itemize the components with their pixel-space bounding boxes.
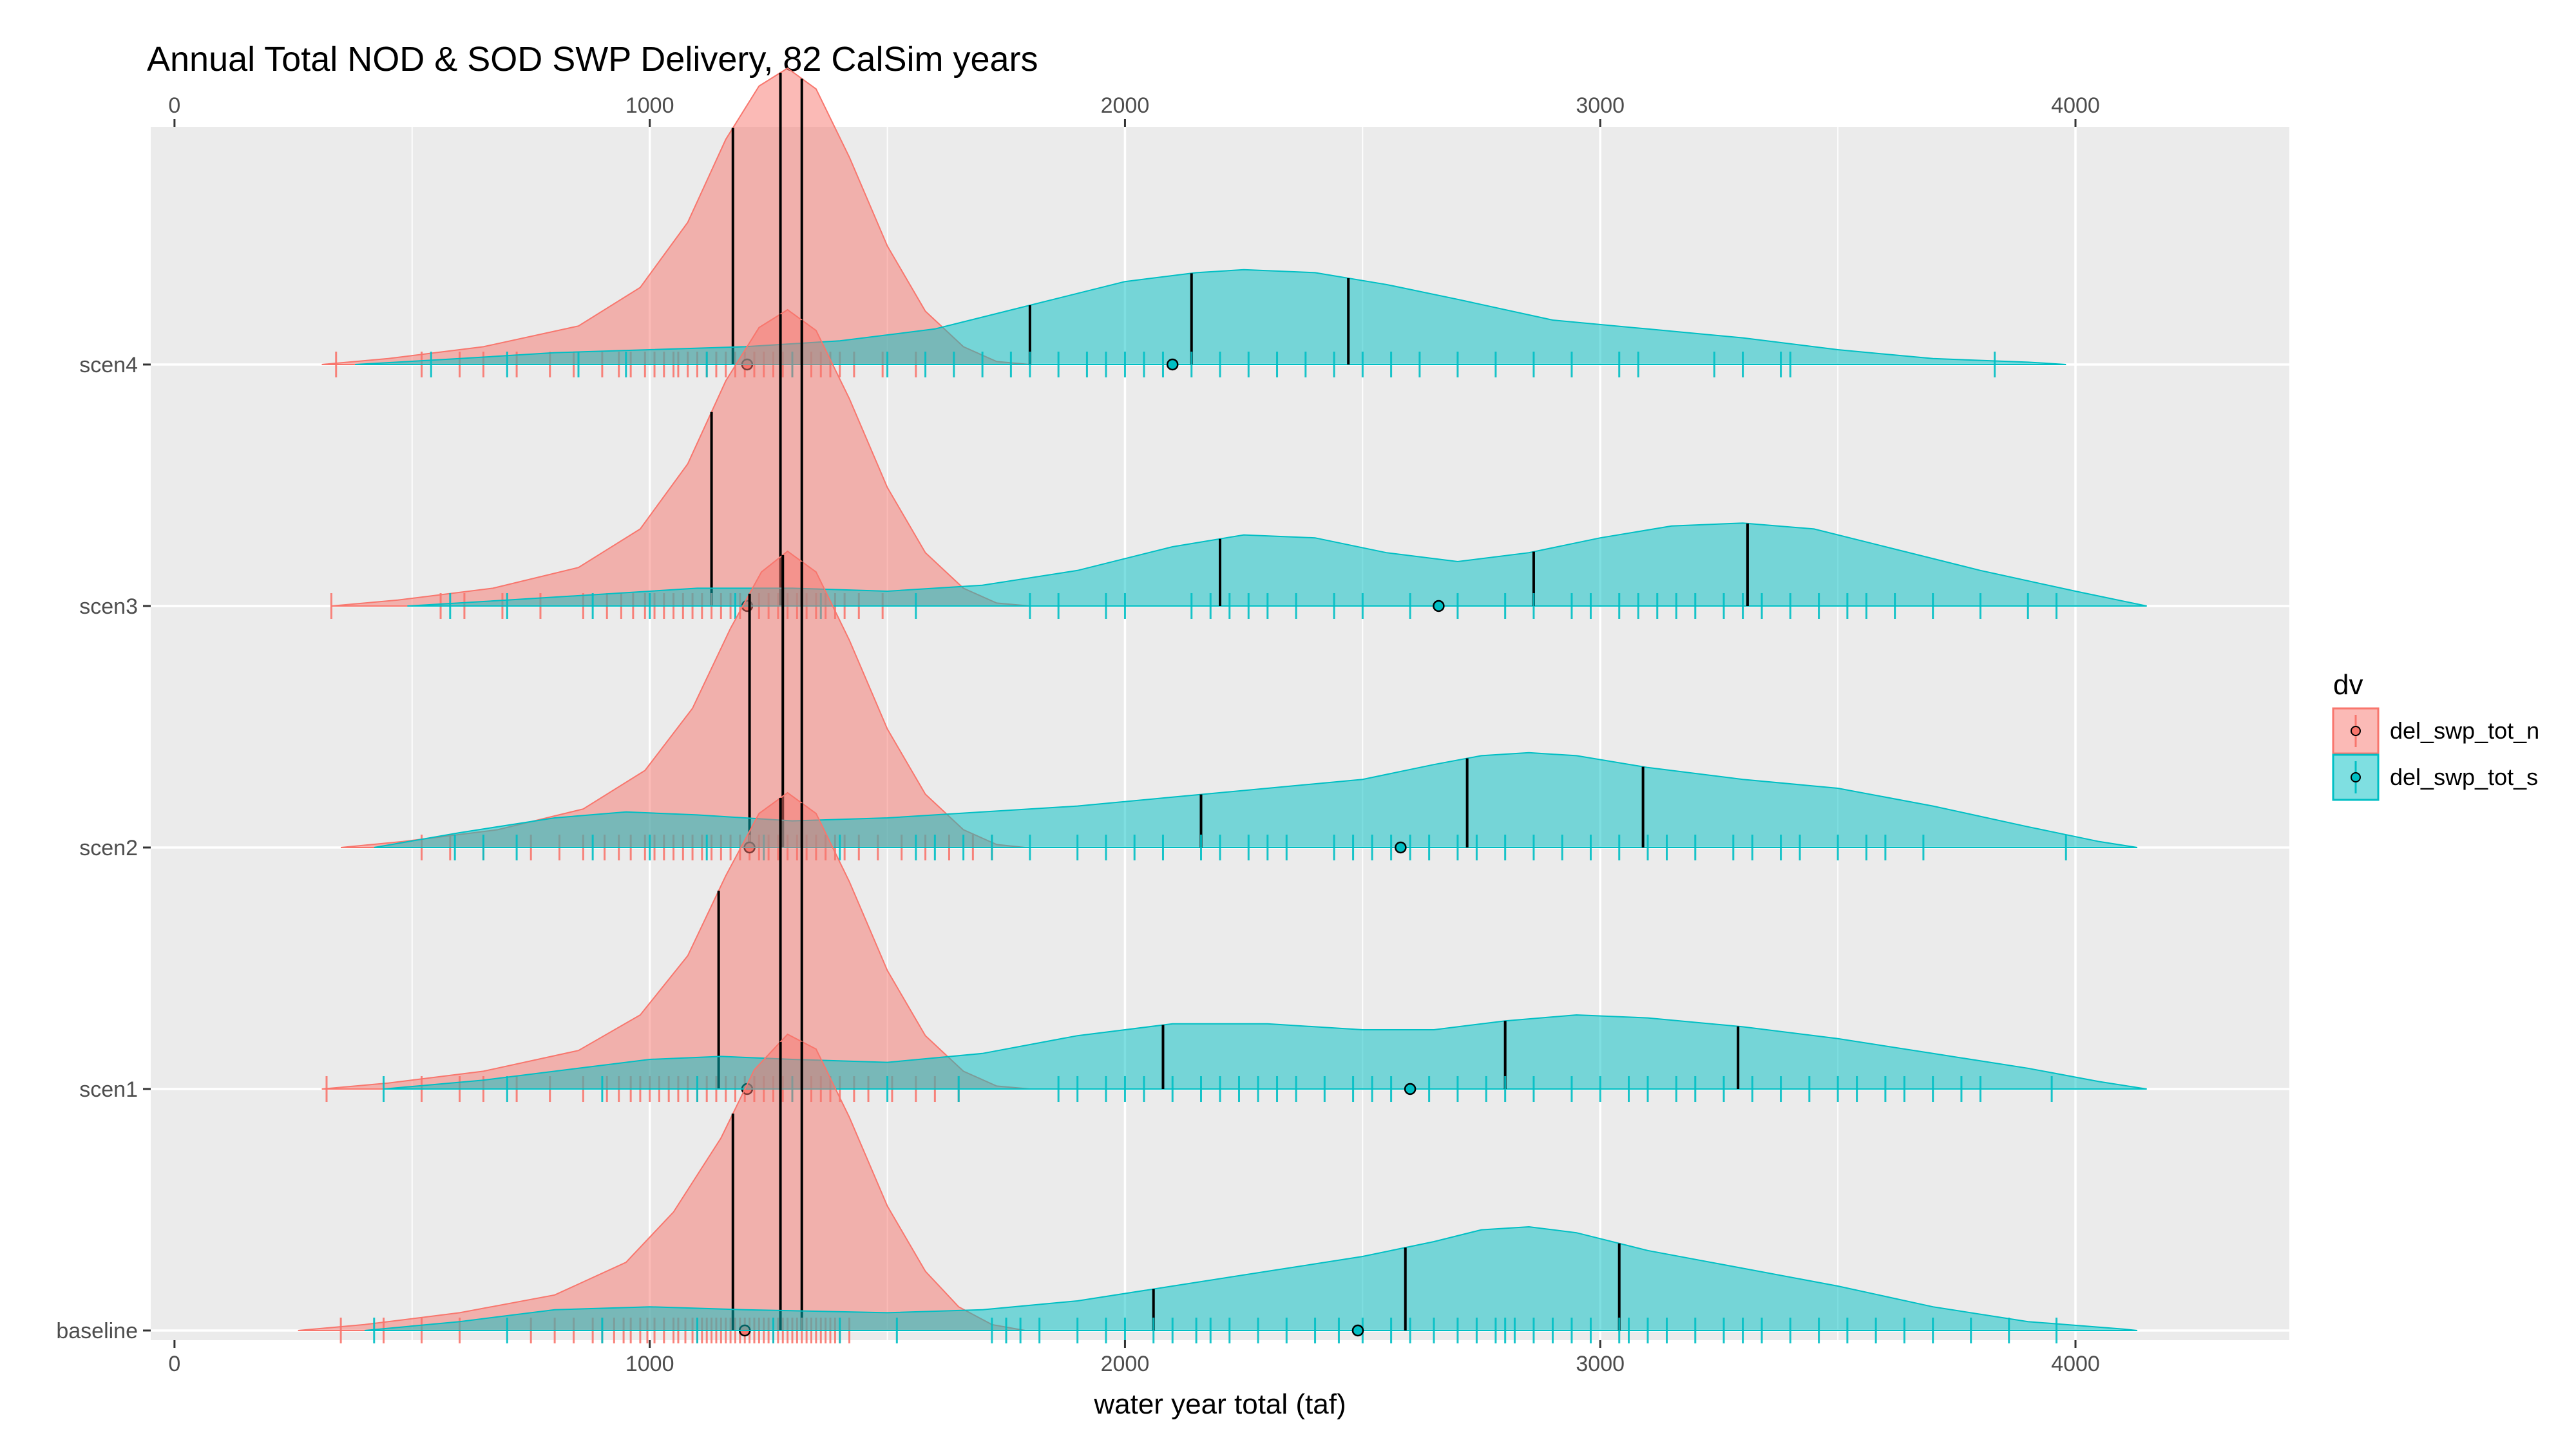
x-axis-title: water year total (taf) [1093,1388,1346,1420]
density-del-swp-tot-s-scen4 [355,269,2066,365]
mean-point-del-swp-tot-s-scen3 [1433,600,1445,612]
density-ridges [298,67,2147,1343]
x-tick-label-bottom: 2000 [1101,1352,1150,1376]
legend-key-point-del-swp-tot-s [2351,772,2361,782]
legend-item-del-swp-tot-s: del_swp_tot_s [2332,753,2538,801]
x-tick-label-bottom: 3000 [1576,1352,1625,1376]
y-tick-label-scen3: scen3 [79,594,138,619]
axes: 0 0 1000 1000 2000 2000 3000 3000 4000 4000 baseli… [56,93,2099,1376]
legend-title: dv [2333,669,2363,701]
x-tick-label-bottom: 4000 [2051,1352,2100,1376]
y-tick-label-scen2: scen2 [79,836,138,860]
x-tick-label-bottom: 1000 [625,1352,674,1376]
mean-point-del-swp-tot-s-scen1 [1404,1083,1417,1095]
x-tick-label-bottom: 0 [168,1352,180,1376]
x-tick-label-top: 2000 [1101,93,1150,118]
y-tick-label-scen4: scen4 [79,353,138,377]
legend: dv del_swp_tot_n del_swp_tot_s [2332,669,2539,801]
x-tick-label-top: 1000 [625,93,674,118]
x-tick-label-top: 0 [168,93,180,118]
mean-point-del-swp-tot-s-scen4 [1166,358,1179,371]
legend-key-point-del-swp-tot-n [2351,726,2361,736]
ridge-baseline [298,1033,2138,1343]
legend-item-del-swp-tot-n: del_swp_tot_n [2332,707,2539,755]
legend-label-del-swp-tot-n: del_swp_tot_n [2390,717,2539,744]
x-tick-label-top: 4000 [2051,93,2100,118]
chart-title: Annual Total NOD & SOD SWP Delivery, 82 … [147,40,1038,79]
mean-point-del-swp-tot-s-scen2 [1395,841,1407,854]
y-tick-label-baseline: baseline [56,1319,138,1343]
y-tick-label-scen1: scen1 [79,1077,138,1102]
mean-point-del-swp-tot-s-baseline [1351,1324,1364,1337]
ridge-scen3 [330,308,2147,619]
density-del-swp-tot-s-baseline [364,1226,2138,1331]
x-tick-label-top: 3000 [1576,93,1625,118]
legend-label-del-swp-tot-s: del_swp_tot_s [2390,764,2538,790]
ridge-scen4 [321,67,2066,377]
